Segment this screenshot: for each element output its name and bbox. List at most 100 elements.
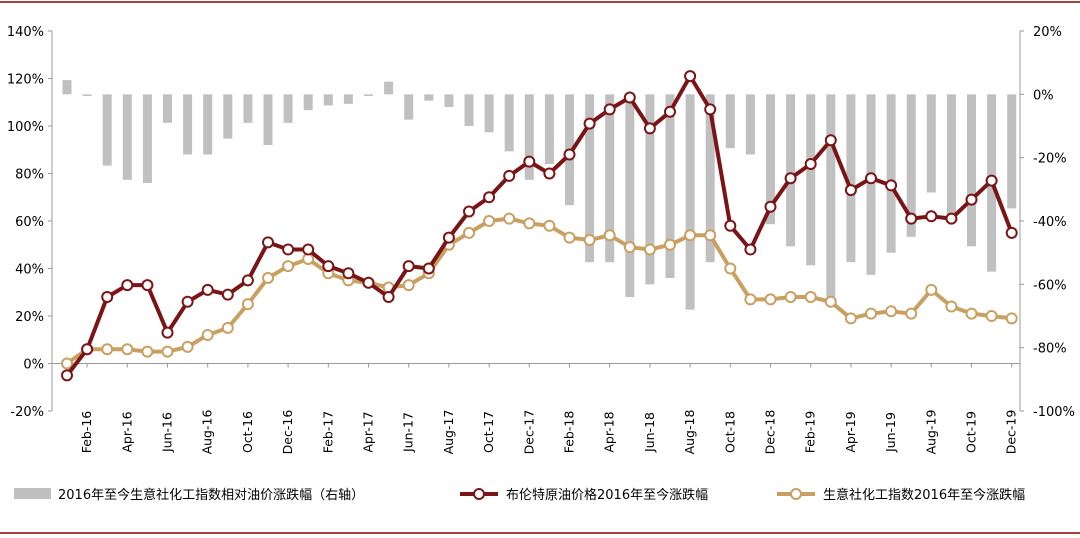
- chem-index-point: [101, 343, 114, 356]
- chem-index-point: [865, 307, 877, 320]
- left-axis-tick-label: 100%: [7, 120, 44, 135]
- chem-index-point: [684, 229, 697, 242]
- brent-point: [704, 103, 717, 116]
- axes: -20% 0% 20% 40% 60% 80% 100% 120% 140% -100% -80% -…: [7, 25, 1075, 454]
- brent-point: [603, 103, 616, 116]
- bar: [846, 94, 856, 263]
- brent-point: [784, 172, 797, 185]
- chem-index-point: [503, 212, 516, 225]
- bar: [826, 94, 836, 297]
- bar: [303, 94, 313, 111]
- brent-point: [221, 288, 234, 301]
- chem-index-point: [603, 229, 616, 242]
- x-axis-tick-label: Aug-19: [923, 410, 938, 455]
- x-axis-tick-label: Feb-18: [562, 411, 577, 454]
- chem-index-point: [523, 217, 536, 230]
- legend-marker-brent: [473, 488, 485, 500]
- x-axis-tick-label: Dec-17: [521, 410, 536, 455]
- brent-point: [241, 274, 254, 287]
- x-axis-tick-label: Aug-17: [441, 410, 456, 455]
- bar: [544, 94, 554, 164]
- left-axis-tick-label: 80%: [15, 168, 44, 183]
- left-axis-tick-label: 60%: [15, 215, 44, 230]
- x-axis-tick-label: Feb-16: [79, 411, 94, 454]
- x-axis-tick-label: Oct-18: [722, 411, 737, 453]
- x-axis-tick-label: Jun-16: [160, 412, 175, 453]
- brent-point: [141, 279, 154, 292]
- chem-index-point: [221, 321, 234, 334]
- x-axis-tick-label: Oct-16: [240, 411, 255, 453]
- brent-point: [664, 105, 676, 118]
- bar: [665, 94, 675, 278]
- chem-index-point: [181, 340, 194, 353]
- brent-point: [483, 191, 496, 204]
- legend: 2016年至今生意社化工指数相对油价涨跌幅（右轴） 布伦特原油价格2016年至今涨…: [14, 487, 1025, 503]
- bar: [725, 94, 735, 149]
- bar: [524, 94, 534, 180]
- x-axis-tick-label: Apr-17: [361, 411, 376, 452]
- chem-index-point: [804, 291, 817, 303]
- chem-index-point: [824, 295, 837, 308]
- right-axis-tick-label: -40%: [1033, 215, 1067, 230]
- bar: [926, 94, 936, 193]
- chem-index-point: [262, 272, 274, 284]
- chem-index-point: [282, 260, 295, 273]
- brent-point: [824, 134, 837, 147]
- chem-index-point: [623, 241, 636, 254]
- x-axis-tick-label: Feb-17: [320, 411, 335, 454]
- brent-point: [463, 205, 475, 218]
- chem-index-point: [784, 291, 797, 303]
- chem-index-point: [483, 215, 496, 227]
- legend-label-chem: 生意社化工指数2016年至今涨跌幅: [823, 487, 1025, 503]
- chem-index-point: [985, 310, 998, 322]
- left-axis-tick-label: 40%: [15, 263, 44, 278]
- brent-point: [905, 212, 918, 225]
- brent-point: [764, 200, 777, 213]
- right-axis-tick-label: 20%: [1033, 25, 1062, 40]
- x-axis-tick-label: Jun-18: [642, 412, 657, 453]
- bar: [886, 94, 896, 253]
- bar: [504, 94, 514, 152]
- brent-point: [945, 212, 958, 225]
- legend-label-bar: 2016年至今生意社化工指数相对油价涨跌幅（右轴）: [58, 487, 364, 503]
- brent-point: [422, 262, 435, 275]
- bar: [343, 94, 353, 104]
- bar: [967, 94, 976, 247]
- bar: [745, 94, 755, 155]
- brent-point: [302, 243, 315, 256]
- chem-index-point: [201, 329, 214, 341]
- brent-point: [563, 148, 576, 161]
- right-axis-tick-label: -60%: [1033, 278, 1067, 293]
- brent-point: [201, 283, 214, 296]
- left-axis-tick-label: 20%: [15, 310, 44, 325]
- bar: [806, 94, 816, 266]
- x-axis-tick-label: Oct-17: [481, 411, 496, 453]
- brent-point: [382, 291, 395, 303]
- bar: [705, 94, 715, 263]
- brent-point: [161, 326, 174, 339]
- bar: [82, 94, 92, 96]
- chem-index-point: [764, 293, 777, 306]
- brent-point: [322, 260, 335, 273]
- chem-index-point: [583, 234, 596, 246]
- brent-point: [804, 158, 817, 170]
- brent-point: [101, 291, 114, 303]
- bar: [946, 94, 956, 218]
- bar: [263, 94, 273, 145]
- x-axis-tick-label: Dec-18: [763, 410, 778, 455]
- chem-index-point: [844, 312, 857, 325]
- x-axis-tick-label: Jun-17: [401, 412, 416, 453]
- right-axis-tick-label: -100%: [1033, 405, 1075, 420]
- x-axis-tick-label: Dec-19: [1004, 410, 1019, 455]
- brent-point: [724, 219, 737, 232]
- bar: [766, 94, 775, 225]
- brent-point: [744, 243, 757, 256]
- chem-index-point: [121, 343, 134, 356]
- chem-index-point: [664, 238, 676, 251]
- brent-point: [442, 231, 455, 244]
- bar: [585, 94, 595, 263]
- brent-point: [61, 369, 73, 382]
- chem-index-point: [141, 345, 154, 358]
- line-series: [61, 70, 1018, 382]
- chem-index-point: [945, 300, 958, 313]
